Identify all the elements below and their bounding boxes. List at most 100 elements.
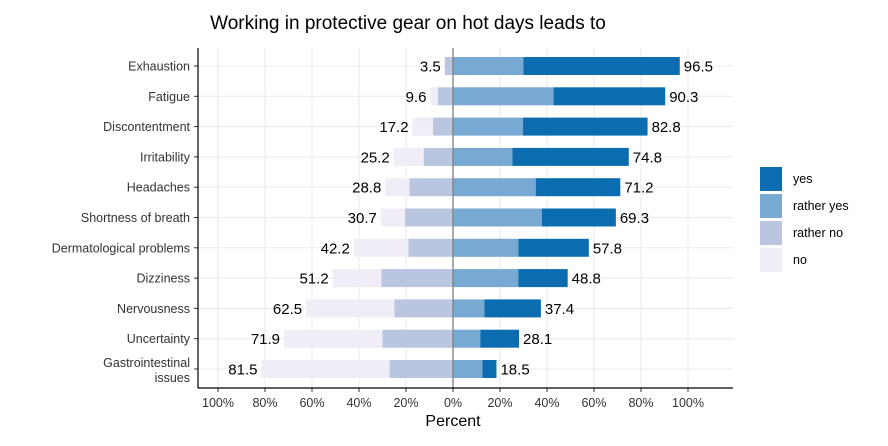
bar-no: [284, 329, 383, 348]
bar-rather-yes: [453, 178, 536, 197]
bar-no: [430, 87, 438, 106]
bar-no: [380, 208, 405, 227]
bar-rather-no: [444, 57, 453, 75]
bar-yes: [518, 269, 568, 288]
bar-rather-no: [389, 360, 453, 378]
category-label: Uncertainty: [127, 332, 191, 346]
x-tick-label: 0%: [444, 396, 462, 410]
bar-rather-no: [404, 208, 453, 227]
bar-rather-no: [423, 147, 453, 166]
bar-rather-no: [437, 87, 453, 106]
bar-rather-no: [409, 178, 453, 197]
bar-yes: [541, 208, 616, 227]
value-label-positive: 71.2: [624, 180, 653, 197]
bar-yes: [523, 117, 648, 136]
category-label: Dermatological problems: [52, 241, 190, 255]
category-label: Discontentment: [103, 120, 190, 134]
category-label: issues: [155, 371, 190, 385]
bar-rather-yes: [453, 360, 483, 378]
bar-rather-no: [394, 299, 453, 318]
value-label-positive: 82.8: [652, 119, 681, 136]
x-tick-label: 60%: [581, 396, 606, 410]
bar-yes: [480, 329, 520, 348]
bar-rather-yes: [453, 117, 524, 136]
value-labels: 96.5 3.5 90.3 9.6 82.8 17.2 74.8 25.2 71.2 28.8 69…: [228, 59, 713, 379]
category-label: Dizziness: [137, 272, 191, 286]
category-labels: Exhaustion Fatigue Discontentment Irritabil…: [52, 60, 191, 386]
legend-yes-label: yes: [793, 172, 812, 186]
value-label-positive: 74.8: [633, 149, 662, 166]
category-label: Exhaustion: [128, 60, 190, 74]
bar-no: [393, 147, 424, 166]
x-tick-label: 100%: [672, 396, 704, 410]
value-label-positive: 18.5: [500, 362, 529, 379]
bar-rather-no: [381, 269, 453, 288]
x-tick-label: 60%: [299, 396, 324, 410]
value-label-positive: 48.8: [572, 271, 601, 288]
legend-yes-swatch: [760, 167, 782, 191]
legend-rather-yes-swatch: [760, 194, 782, 218]
value-label-negative: 51.2: [299, 271, 328, 288]
bar-yes: [523, 57, 680, 75]
legend-no-swatch: [760, 248, 782, 272]
value-label-negative: 25.2: [361, 149, 390, 166]
value-label-negative: 71.9: [251, 331, 280, 348]
bar-no: [385, 178, 410, 197]
value-label-negative: 17.2: [379, 119, 408, 136]
bar-rather-yes: [453, 57, 524, 75]
bar-no: [332, 269, 382, 288]
bar-yes: [535, 178, 621, 197]
value-label-negative: 9.6: [406, 89, 427, 106]
x-tick-labels: 100% 80% 60% 40% 20% 0% 20% 40% 60% 80% 100%: [202, 396, 704, 410]
category-label: Fatigue: [148, 90, 190, 104]
x-tick-label: 100%: [202, 396, 234, 410]
chart-title: Working in protective gear on hot days l…: [210, 13, 606, 34]
x-axis-label: Percent: [425, 413, 481, 430]
bar-yes: [553, 87, 666, 106]
bar-yes: [484, 299, 541, 318]
category-label: Gastrointestinal: [103, 356, 190, 370]
value-label-positive: 90.3: [669, 89, 698, 106]
bar-rather-yes: [453, 329, 481, 348]
category-label: Irritability: [140, 150, 191, 164]
bar-rather-no: [433, 117, 453, 136]
bar-rather-yes: [453, 87, 554, 106]
bar-rather-yes: [453, 269, 519, 288]
value-label-positive: 69.3: [620, 210, 649, 227]
bar-yes: [512, 147, 629, 166]
value-label-negative: 30.7: [348, 210, 377, 227]
value-label-positive: 37.4: [545, 301, 574, 318]
x-tick-label: 40%: [534, 396, 559, 410]
bars: [261, 57, 680, 378]
category-label: Nervousness: [117, 302, 190, 316]
bar-no: [412, 117, 434, 136]
bar-rather-yes: [453, 299, 485, 318]
bar-rather-yes: [453, 238, 519, 257]
legend: yes rather yes rather no no: [760, 167, 849, 272]
value-label-positive: 57.8: [593, 240, 622, 257]
value-label-negative: 62.5: [273, 301, 302, 318]
bar-no: [306, 299, 395, 318]
axes: [194, 48, 733, 392]
value-label-negative: 42.2: [321, 240, 350, 257]
bar-rather-no: [408, 238, 453, 257]
bar-no: [353, 238, 409, 257]
bar-rather-yes: [453, 147, 513, 166]
value-label-positive: 28.1: [523, 331, 552, 348]
legend-rather-yes-label: rather yes: [793, 199, 849, 213]
legend-no-label: no: [793, 253, 807, 267]
value-label-negative: 28.8: [352, 180, 381, 197]
value-label-positive: 96.5: [684, 59, 713, 76]
x-tick-label: 80%: [252, 396, 277, 410]
value-label-negative: 81.5: [228, 362, 257, 379]
bar-yes: [482, 360, 497, 378]
x-tick-label: 20%: [393, 396, 418, 410]
x-tick-label: 80%: [628, 396, 653, 410]
legend-rather-no-label: rather no: [793, 226, 843, 240]
bar-no: [261, 360, 390, 378]
bar-rather-no: [382, 329, 453, 348]
legend-rather-no-swatch: [760, 221, 782, 245]
bar-rather-yes: [453, 208, 542, 227]
x-tick-label: 20%: [487, 396, 512, 410]
